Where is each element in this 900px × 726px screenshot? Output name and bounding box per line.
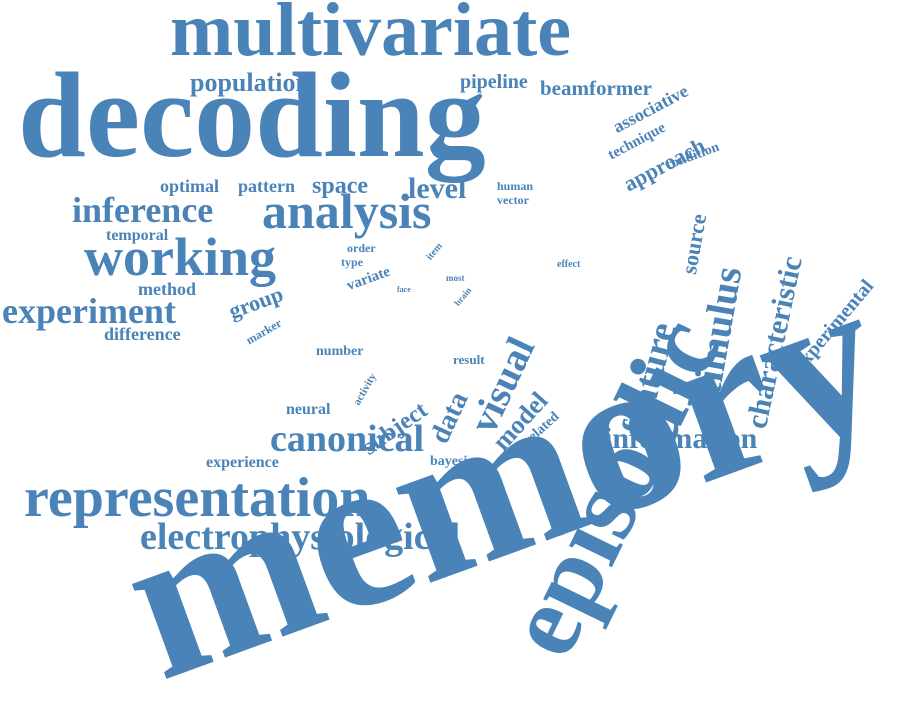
word-method: method (138, 279, 196, 299)
word-marker: marker (243, 315, 284, 348)
word-beamformer: beamformer (540, 76, 652, 100)
word-order: order (347, 241, 376, 255)
word-pattern: pattern (238, 176, 295, 196)
word-decoding: decoding (18, 48, 486, 183)
word-analysis: analysis (262, 183, 432, 239)
word-temporal: temporal (106, 227, 169, 244)
word-optimal: optimal (160, 176, 220, 196)
word-variate: variate (344, 263, 393, 295)
word-type: type (341, 255, 363, 269)
word-space: space (312, 173, 368, 199)
word-vector: vector (497, 193, 529, 207)
word-face: face (397, 285, 411, 294)
word-human: human (497, 179, 534, 193)
word-experiment: experiment (2, 291, 176, 331)
word-information: information (604, 422, 758, 455)
word-pipeline: pipeline (460, 71, 528, 93)
word-brain: brain (452, 285, 474, 308)
word-bayesian: bayesian (430, 454, 483, 469)
word-effect: effect (557, 259, 581, 270)
word-result: result (453, 352, 485, 367)
word-item: item (424, 240, 445, 263)
word-electrophysiological: electrophysiological (140, 516, 461, 558)
word-neural: neural (286, 401, 331, 418)
word-number: number (316, 344, 364, 359)
word-difference: difference (104, 324, 181, 344)
word-population: population (190, 68, 310, 97)
word-multivariate: multivariate (170, 0, 572, 72)
word-most: most (446, 273, 465, 283)
word-level: level (408, 172, 467, 205)
word-experience: experience (206, 454, 279, 471)
word-working: working (84, 227, 277, 287)
word-representation: representation (24, 467, 371, 529)
word-canonical: canonical (270, 418, 425, 460)
word-inference: inference (72, 190, 214, 230)
